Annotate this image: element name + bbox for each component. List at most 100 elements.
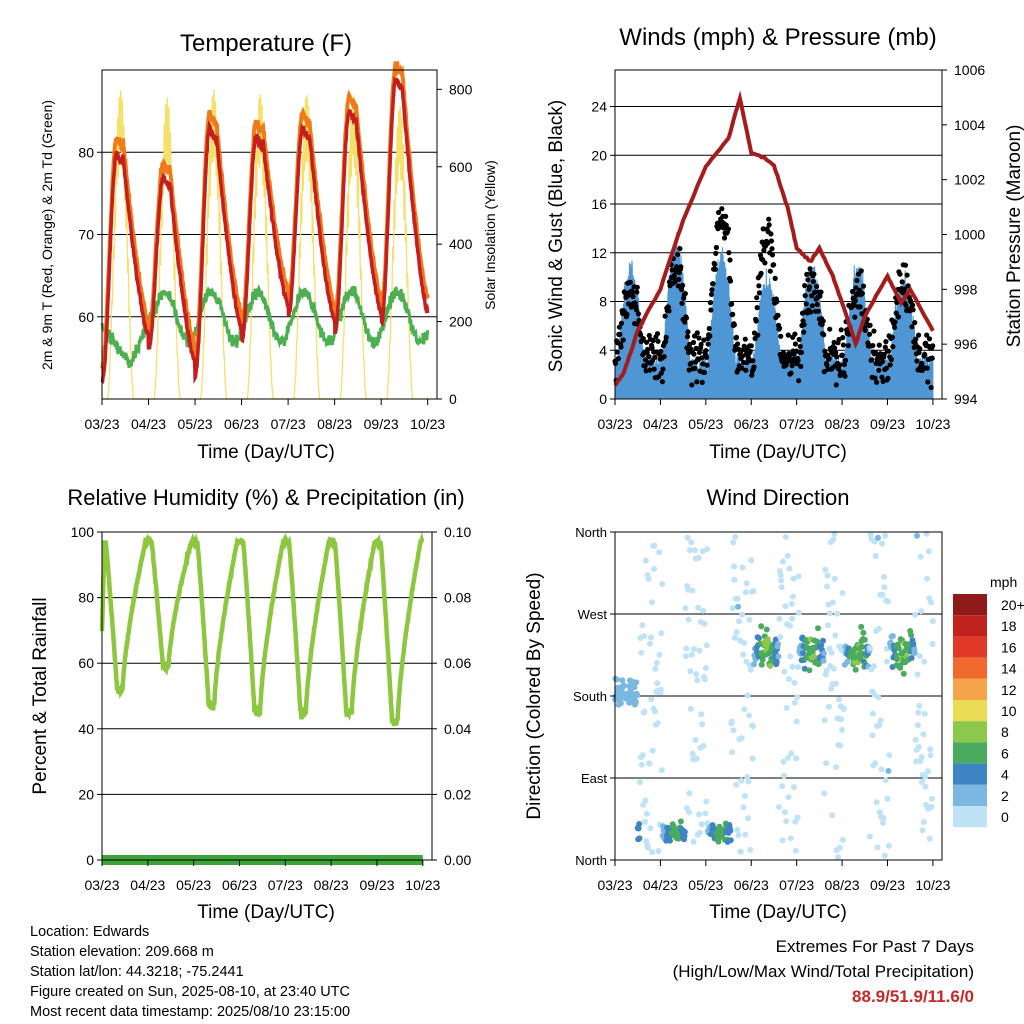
y-tick-label: 60 (78, 309, 94, 325)
direction-point (879, 540, 885, 547)
direction-point (810, 653, 817, 660)
gust-point (928, 384, 934, 391)
gust-point (689, 382, 695, 388)
speed-colorbar: mph 20+ 18 16 14 12 10 8 6 4 2 0 (953, 574, 1024, 828)
direction-point (880, 819, 886, 826)
direction-point (875, 534, 881, 541)
gust-point (808, 309, 814, 315)
direction-point (873, 799, 880, 806)
gust-point (663, 334, 669, 340)
direction-point (788, 600, 795, 607)
gust-point (904, 272, 910, 278)
gust-point (872, 375, 878, 381)
x-tick-label: 03/23 (597, 416, 632, 432)
gust-point (840, 335, 846, 341)
gust-point (882, 344, 888, 350)
direction-point (884, 658, 890, 665)
direction-point (789, 615, 796, 622)
direction-point (641, 633, 648, 640)
direction-point (635, 825, 642, 832)
direction-point (825, 703, 832, 710)
direction-point (919, 779, 925, 785)
gust-point (778, 333, 784, 339)
direction-point (922, 773, 929, 780)
direction-point (926, 835, 933, 842)
direction-point (681, 829, 688, 835)
direction-point (786, 622, 793, 629)
x-tick-label: 06/23 (222, 877, 257, 893)
direction-point (776, 803, 782, 810)
gust-point (672, 279, 678, 285)
direction-point (918, 754, 925, 761)
gust-point (802, 293, 808, 299)
direction-point (731, 576, 738, 583)
gust-point (815, 308, 821, 314)
gust-point (716, 209, 722, 216)
y-tick-label: 24 (591, 99, 607, 115)
y2-tick-label: 200 (449, 314, 473, 330)
direction-point (727, 827, 734, 834)
gust-point (899, 279, 905, 285)
gust-point (803, 301, 809, 307)
x-tick-label: 10/23 (410, 416, 445, 432)
gust-point (634, 284, 640, 290)
gust-point (707, 333, 713, 339)
y-tick-label: 70 (78, 227, 94, 243)
direction-point (918, 608, 925, 615)
direction-point (746, 616, 753, 623)
direction-point (839, 590, 846, 596)
direction-point (869, 732, 876, 739)
direction-point (632, 699, 639, 706)
gust-point (727, 257, 733, 263)
gust-point (814, 301, 820, 308)
y-tick-label: 20 (78, 786, 94, 802)
direction-point (688, 539, 695, 546)
direction-point (867, 645, 874, 652)
direction-point (647, 640, 653, 647)
gust-point (805, 277, 811, 283)
gust-point (812, 289, 818, 295)
y2-tick-label: 600 (449, 159, 473, 175)
gust-point (801, 322, 807, 328)
gust-point (677, 246, 683, 252)
direction-point (782, 603, 789, 610)
direction-point (830, 599, 836, 606)
gust-point (769, 246, 775, 252)
gust-point (917, 346, 923, 352)
gust-point (880, 378, 886, 384)
gust-point (766, 216, 772, 222)
direction-point (916, 653, 923, 660)
colorbar-swatch (953, 763, 987, 785)
winds-series (612, 90, 936, 400)
direction-point (840, 837, 846, 843)
colorbar-label: 2 (1001, 788, 1009, 804)
direction-point (667, 837, 673, 844)
gust-point (839, 352, 845, 358)
direction-point (619, 677, 626, 684)
x-tick-label: 06/23 (734, 416, 769, 432)
gust-point (765, 240, 771, 246)
x-tick-label: 08/23 (825, 416, 860, 432)
y2-tick-label: 0.00 (444, 852, 471, 868)
gust-point (771, 262, 777, 268)
direction-point (872, 760, 879, 767)
gust-point (754, 295, 760, 301)
gust-point (860, 283, 867, 289)
direction-point (832, 632, 839, 639)
direction-point (790, 593, 796, 600)
direction-point (727, 837, 734, 844)
y-tick-label: 12 (591, 245, 607, 261)
y2-tick-label: 0.08 (444, 590, 471, 606)
direction-point (882, 777, 889, 784)
gust-point (624, 311, 630, 317)
gust-point (727, 278, 734, 284)
gust-point (876, 342, 882, 348)
gust-point (704, 354, 710, 360)
direction-point (656, 549, 663, 556)
direction-point (701, 676, 708, 683)
direction-point (775, 640, 781, 647)
gust-point (614, 349, 620, 355)
gust-point (901, 286, 908, 292)
direction-point (686, 547, 693, 554)
x-tick-label: 06/23 (224, 416, 259, 432)
